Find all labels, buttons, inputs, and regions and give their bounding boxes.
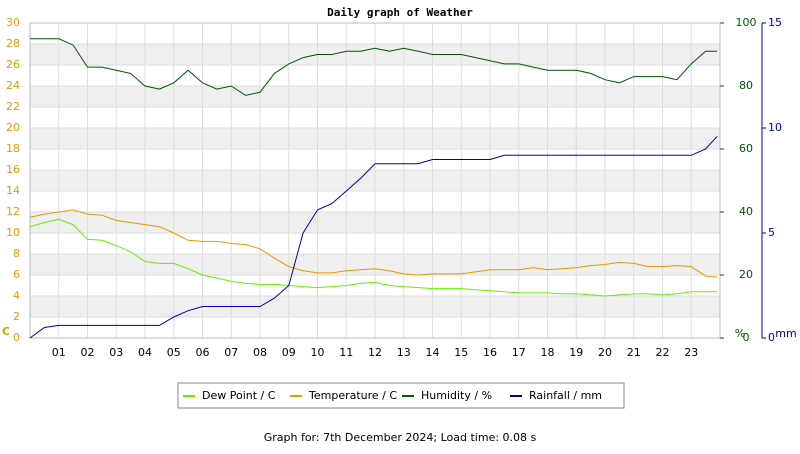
y3-tick-label: 5 bbox=[768, 226, 775, 239]
legend-label: Temperature / C bbox=[308, 389, 397, 402]
series-line bbox=[29, 209, 718, 278]
x-tick-label: 02 bbox=[81, 346, 95, 359]
x-tick-label: 18 bbox=[541, 346, 555, 359]
y-tick-label: 10 bbox=[6, 226, 20, 239]
x-tick-label: 04 bbox=[138, 346, 152, 359]
y2-tick-label: 40 bbox=[739, 205, 753, 218]
y-tick-label: 16 bbox=[6, 163, 20, 176]
x-tick-label: 09 bbox=[282, 346, 296, 359]
y2-tick-label: 0 bbox=[743, 331, 750, 344]
x-tick-label: 13 bbox=[397, 346, 411, 359]
x-tick-label: 14 bbox=[426, 346, 440, 359]
y-tick-label: 18 bbox=[6, 142, 20, 155]
x-tick-label: 12 bbox=[368, 346, 382, 359]
chart-title: Daily graph of Weather bbox=[327, 6, 473, 19]
y-tick-label: 0 bbox=[13, 331, 20, 344]
y-tick-label: 22 bbox=[6, 100, 20, 113]
series-line bbox=[30, 38, 718, 96]
x-tick-label: 16 bbox=[483, 346, 497, 359]
y-tick-label: 26 bbox=[6, 58, 20, 71]
footer: Graph for: 7th December 2024; Load time:… bbox=[264, 431, 537, 444]
x-tick-label: 19 bbox=[569, 346, 583, 359]
legend-label: Humidity / % bbox=[421, 389, 492, 402]
y2-tick-label: 60 bbox=[739, 142, 753, 155]
y-tick-label: 8 bbox=[13, 247, 20, 260]
legend bbox=[177, 382, 625, 409]
x-tick-label: 15 bbox=[454, 346, 468, 359]
y3-tick-label: 0 bbox=[768, 331, 775, 344]
x-tick-label: 08 bbox=[253, 346, 267, 359]
x-tick-label: 11 bbox=[339, 346, 353, 359]
series-line bbox=[29, 218, 718, 297]
y-tick-label: 4 bbox=[13, 289, 20, 302]
x-tick-label: 20 bbox=[598, 346, 612, 359]
legend-label: Rainfall / mm bbox=[529, 389, 602, 402]
x-tick-label: 01 bbox=[52, 346, 66, 359]
y2-tick-label: 80 bbox=[739, 79, 753, 92]
x-tick-label: 23 bbox=[684, 346, 698, 359]
x-tick-label: 03 bbox=[109, 346, 123, 359]
y3-tick-label: 15 bbox=[768, 16, 782, 29]
x-tick-label: 06 bbox=[196, 346, 210, 359]
y-tick-label: 30 bbox=[6, 16, 20, 29]
y2-tick-label: 20 bbox=[739, 268, 753, 281]
x-tick-label: 10 bbox=[311, 346, 325, 359]
x-tick-label: 05 bbox=[167, 346, 181, 359]
y-tick-label: 14 bbox=[6, 184, 20, 197]
y-tick-label: 2 bbox=[13, 310, 20, 323]
y3-axis-unit: mm bbox=[775, 327, 796, 340]
y2-axis-unit: % bbox=[735, 327, 745, 340]
y-tick-label: 24 bbox=[6, 79, 20, 92]
x-tick-label: 21 bbox=[627, 346, 641, 359]
y2-tick-label: 100 bbox=[736, 16, 757, 29]
y3-tick-label: 10 bbox=[768, 121, 782, 134]
y-tick-label: 12 bbox=[6, 205, 20, 218]
y-axis-unit: C bbox=[2, 325, 10, 338]
plot-frame bbox=[29, 22, 721, 339]
x-tick-label: 17 bbox=[512, 346, 526, 359]
x-tick-label: 22 bbox=[656, 346, 670, 359]
x-tick-label: 07 bbox=[224, 346, 238, 359]
series-line bbox=[29, 136, 718, 339]
legend-label: Dew Point / C bbox=[202, 389, 276, 402]
y-tick-label: 28 bbox=[6, 37, 20, 50]
y-tick-label: 6 bbox=[13, 268, 20, 281]
y-tick-label: 20 bbox=[6, 121, 20, 134]
